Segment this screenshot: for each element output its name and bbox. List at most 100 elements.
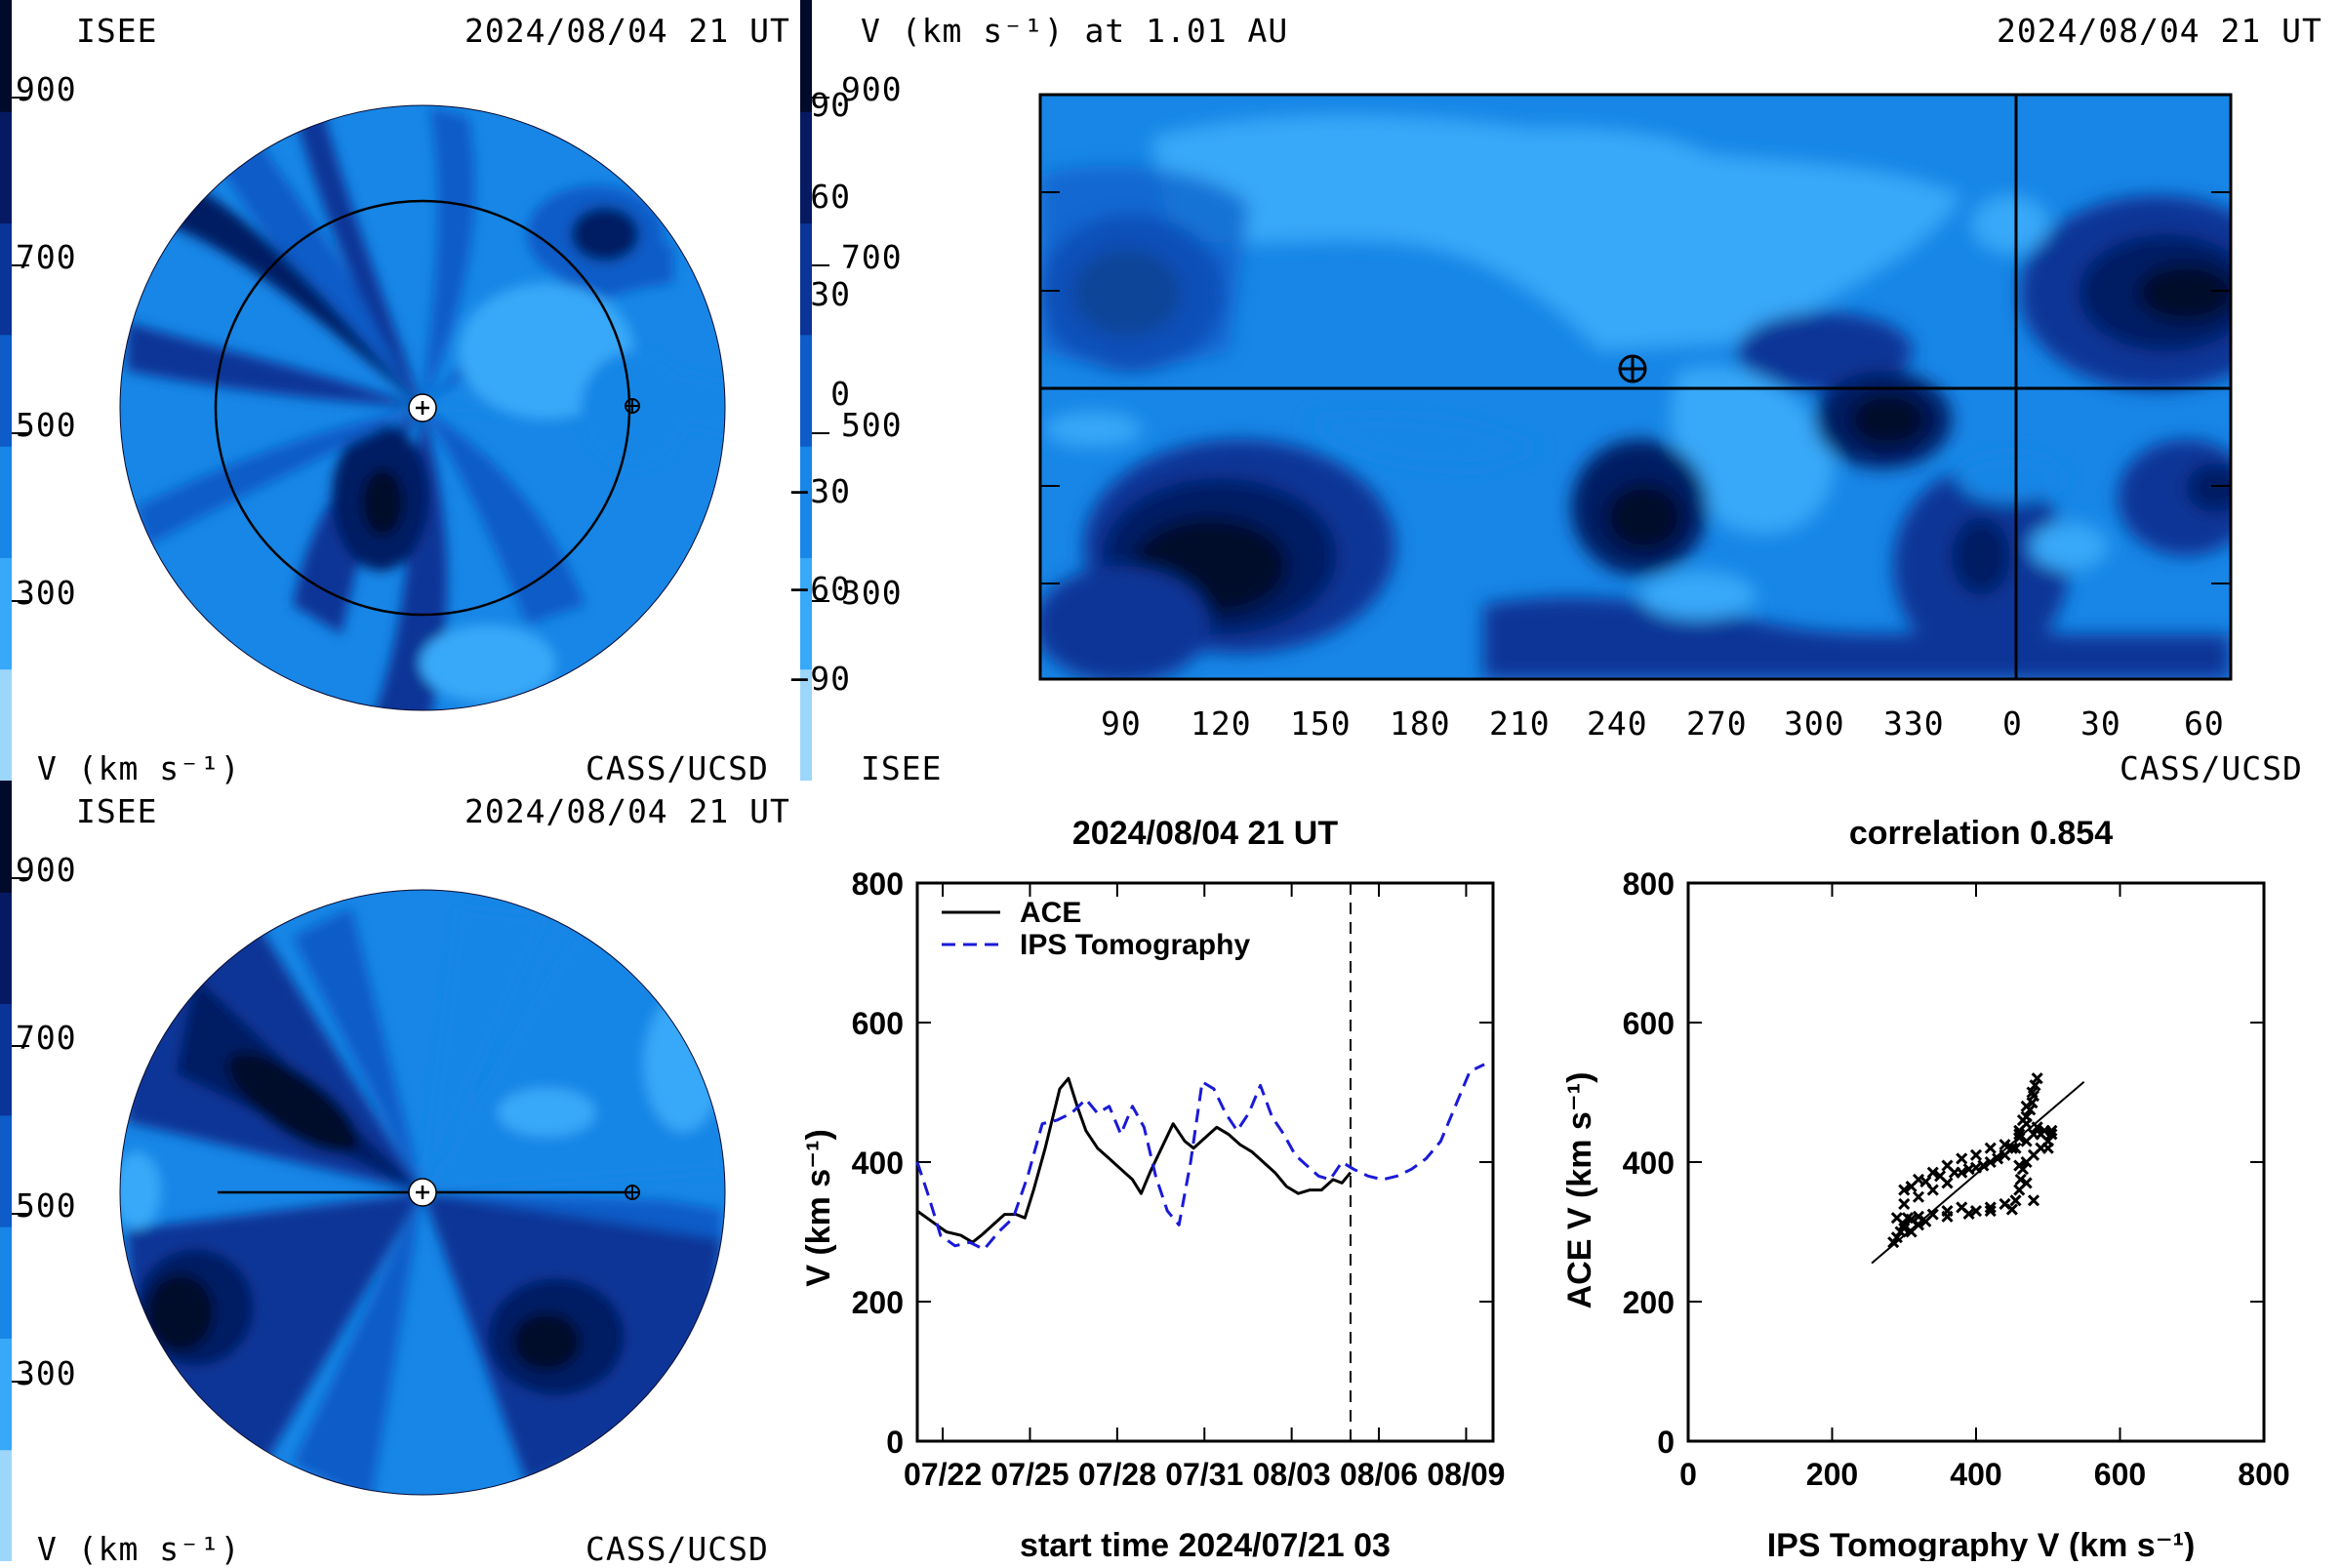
- colorbar-segment: [800, 222, 812, 336]
- cbar-tick-900: 900: [841, 70, 903, 108]
- y-tick: −90: [789, 660, 851, 698]
- scatter-point: [2026, 1097, 2039, 1109]
- x-tick-label: 400: [1950, 1457, 2001, 1492]
- datetime-label: 2024/08/04 21 UT: [464, 12, 790, 50]
- scatter-point: [1898, 1222, 1911, 1234]
- scatter-point: [2014, 1173, 2027, 1186]
- earth-marker: [625, 398, 640, 414]
- colorbar-segment: [0, 1226, 12, 1339]
- x-tick: 90: [1101, 704, 1142, 743]
- scatter-point: [2045, 1124, 2058, 1137]
- y-tick-label: 600: [1623, 1006, 1675, 1041]
- x-tick-label: 07/25: [990, 1457, 1069, 1492]
- org-label-right: CASS/UCSD: [586, 749, 769, 787]
- scatter-point: [2026, 1086, 2039, 1099]
- y-tick: 60: [810, 178, 851, 216]
- x-tick-label: 600: [2094, 1457, 2146, 1492]
- colorbar-segment: [0, 1338, 12, 1451]
- scatter-point: [2020, 1177, 2033, 1189]
- scatter-point: [2020, 1100, 2033, 1112]
- y-tick: 30: [810, 275, 851, 313]
- x-tick: 330: [1883, 704, 1945, 743]
- colorbar-segment: [0, 781, 12, 893]
- y-tick-label: 0: [1657, 1425, 1675, 1460]
- cbar-tick-300: 300: [841, 574, 903, 612]
- meridional-view-map: [119, 889, 726, 1496]
- cbar-tick-900: 900: [16, 70, 77, 108]
- x-tick: 30: [2080, 704, 2121, 743]
- y-tick-label: 800: [852, 866, 904, 902]
- x-tick: 180: [1390, 704, 1451, 743]
- scatter-point: [1969, 1204, 1983, 1218]
- scatter-point: [1999, 1148, 2011, 1161]
- datetime-label: 2024/08/04 21 UT: [464, 792, 790, 830]
- org-label-right: CASS/UCSD: [2120, 749, 2303, 787]
- y-tick-label: 200: [852, 1285, 904, 1320]
- units-label: V (km s⁻¹): [37, 749, 241, 787]
- colorbar-bottom-left: [0, 781, 29, 1561]
- colorbar-segment: [800, 0, 812, 112]
- colorbar-segment: [0, 892, 12, 1005]
- x-tick-label: 07/22: [904, 1457, 982, 1492]
- legend-ips: IPS Tomography: [1020, 929, 1250, 961]
- scatter-point: [1984, 1204, 1997, 1218]
- scatter-point: [2045, 1128, 2058, 1141]
- scatter-point: [1984, 1155, 1997, 1169]
- scatter-point: [1919, 1215, 1932, 1227]
- cbar-tick-500: 500: [16, 1186, 77, 1225]
- x-tick-label: 200: [1806, 1457, 1858, 1492]
- chart-title: 2024/08/04 21 UT: [1072, 815, 1338, 852]
- colorbar-segment: [800, 334, 812, 447]
- colorbar-segment: [800, 111, 812, 224]
- earth-marker: [625, 1185, 640, 1200]
- x-tick: 300: [1784, 704, 1845, 743]
- correlation-scatter-chart: correlation 0.854 IPS Tomography V (km s…: [1561, 815, 2290, 1561]
- earth-orbit-circle: [214, 199, 631, 617]
- colorbar-segment: [0, 1114, 12, 1227]
- scatter-point: [1962, 1207, 1975, 1220]
- y-tick: −60: [789, 570, 851, 608]
- cbar-tick-300: 300: [16, 1354, 77, 1392]
- scatter-point: [1912, 1190, 1925, 1203]
- scatter-point: [2009, 1142, 2022, 1154]
- scatter-point: [1926, 1166, 1939, 1179]
- scatter-point: [1912, 1210, 1925, 1223]
- org-label-left: ISEE: [76, 792, 158, 830]
- org-label-left: ISEE: [861, 749, 943, 787]
- x-axis-label: IPS Tomography V (km s⁻¹): [1767, 1527, 2196, 1561]
- y-tick: −30: [789, 472, 851, 510]
- y-tick-label: 400: [1623, 1146, 1675, 1181]
- colorbar-segment: [800, 557, 812, 670]
- scatter-point: [1926, 1184, 1939, 1196]
- scatter-point: [1992, 1152, 2004, 1165]
- scatter-point: [1969, 1148, 1983, 1161]
- y-tick-label: 200: [1623, 1285, 1675, 1320]
- scatter-point: [1956, 1152, 1968, 1165]
- cbar-tick-900: 900: [16, 851, 77, 889]
- x-tick: 120: [1191, 704, 1252, 743]
- latlon-velocity-map: [1038, 93, 2233, 681]
- y-tick-label: 400: [852, 1146, 904, 1181]
- scatter-point: [2031, 1072, 2043, 1085]
- colorbar-segment: [0, 1449, 12, 1561]
- scatter-point: [1941, 1210, 1954, 1223]
- x-axis-label: start time 2024/07/21 03: [1020, 1527, 1391, 1561]
- bottom-left-panel: 900 700 500 300 ISEE 2024/08/04 21 UT V …: [0, 781, 800, 1568]
- org-label-left: ISEE: [76, 12, 158, 50]
- y-tick-label: 0: [886, 1425, 904, 1460]
- colorbar-segment: [0, 334, 12, 447]
- colorbar-segment: [0, 557, 12, 670]
- y-tick-label: 600: [852, 1006, 904, 1041]
- colorbar-segment: [800, 668, 812, 781]
- x-tick-label: 0: [1679, 1457, 1697, 1492]
- earth-marker: [1618, 354, 1647, 383]
- scatter-point: [2005, 1203, 2018, 1216]
- plot-frame: [915, 881, 1495, 1443]
- scatter-point: [2009, 1194, 2022, 1207]
- x-tick: 150: [1290, 704, 1352, 743]
- x-tick: 240: [1587, 704, 1648, 743]
- y-axis-label: ACE V (km s⁻¹): [1561, 1072, 1598, 1309]
- colorbar-segment: [0, 111, 12, 224]
- colorbar-segment: [0, 446, 12, 558]
- scatter-point: [1898, 1184, 1911, 1196]
